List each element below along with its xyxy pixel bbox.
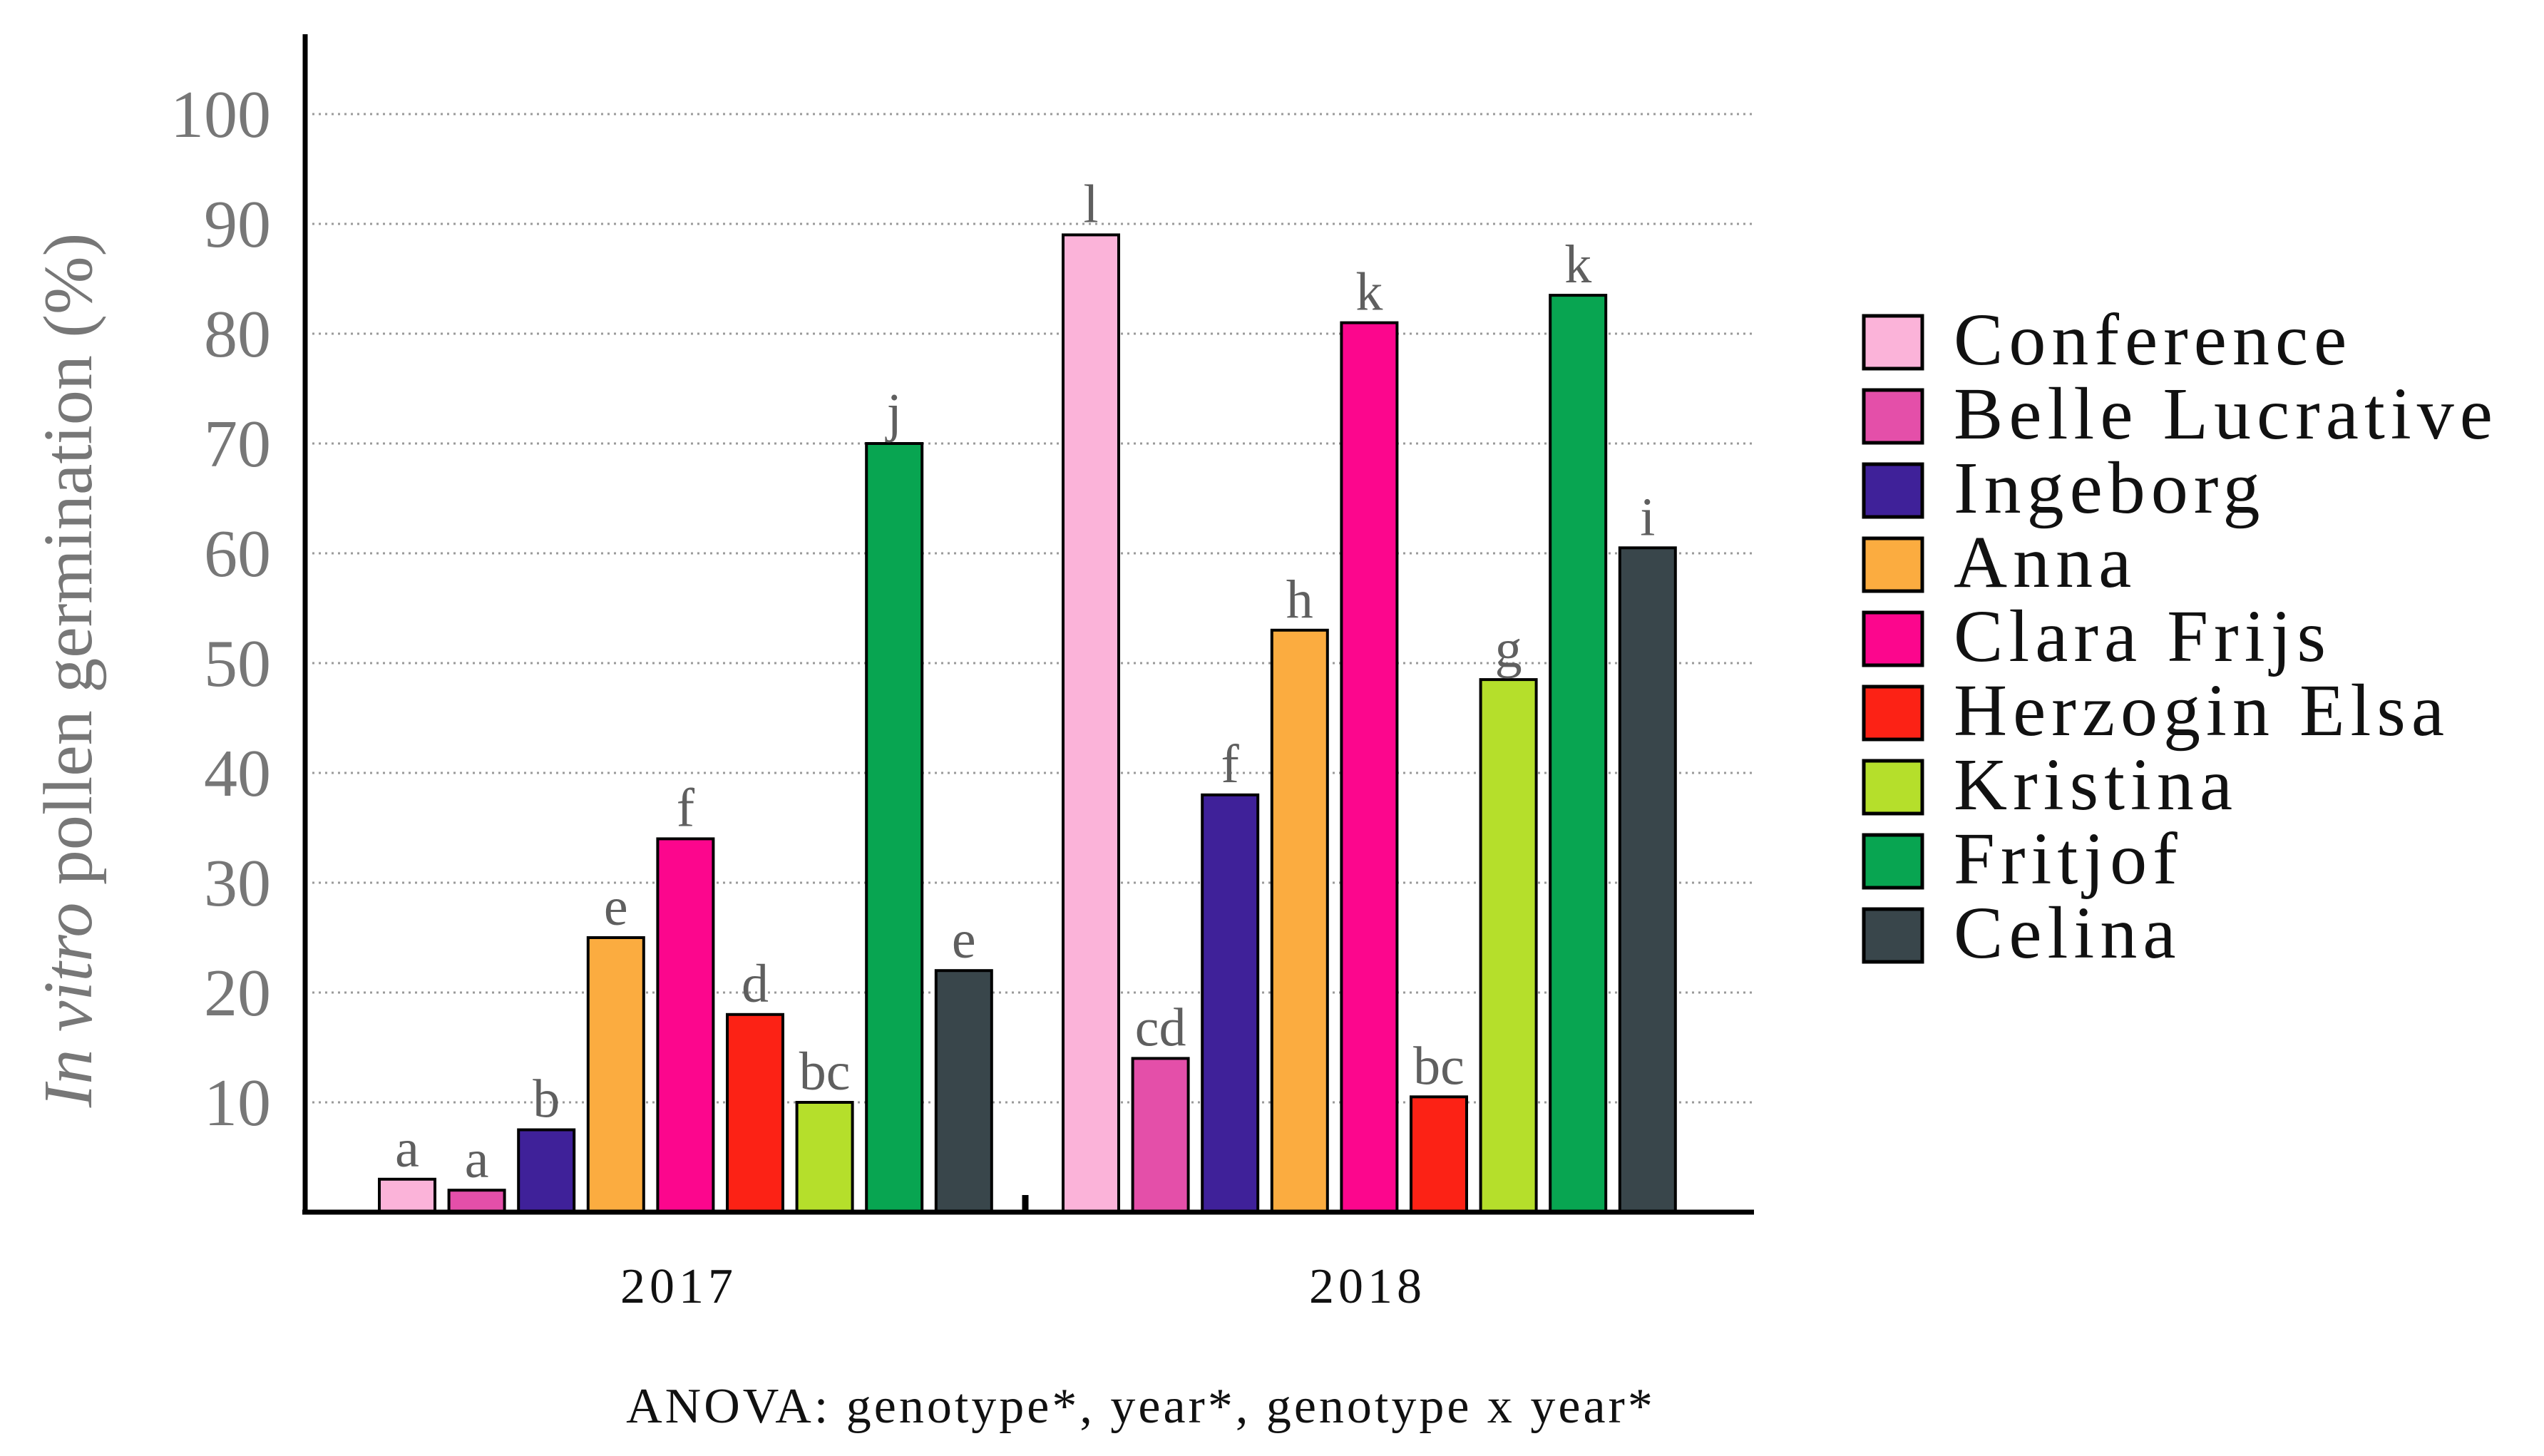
legend-label: Anna [1954,521,2137,603]
legend-swatch [1862,536,1924,593]
bar-celina-2017 [934,969,993,1214]
legend-label: Conference [1954,299,2352,381]
bar-conference-2017 [378,1177,436,1214]
bar-fritjof-2017 [865,442,924,1214]
bar-clara-frijs-2017 [656,837,715,1214]
legend-swatch [1862,314,1924,371]
x-tick-label: 2018 [1309,1259,1426,1314]
y-tick-label: 40 [204,737,271,811]
significance-label: d [742,954,769,1014]
legend-label: Herzogin Elsa [1954,670,2450,752]
y-tick-label: 30 [204,846,271,921]
bar-celina-2018 [1618,546,1677,1214]
y-tick-label: 70 [204,407,271,481]
significance-label: a [465,1129,489,1189]
gridlines [312,113,1754,1104]
significance-label: e [952,910,976,970]
significance-label: k [1564,235,1591,294]
bar-kristina-2018 [1479,678,1538,1214]
bar-anna-2017 [586,936,645,1214]
anova-note: ANOVA: genotype*, year*, genotype x year… [626,1379,1656,1434]
y-tick-label: 20 [204,956,271,1030]
legend-swatch [1862,685,1924,742]
legend-label: Belle Lucrative [1954,373,2498,455]
bar-clara-frijs-2018 [1340,321,1399,1214]
significance-label: e [604,877,628,937]
significance-label: l [1083,174,1098,234]
bar-kristina-2017 [795,1101,854,1214]
legend-swatch [1862,462,1924,519]
significance-label: cd [1135,998,1186,1057]
bar-fritjof-2018 [1549,294,1608,1214]
legend-label: Clara Frijs [1954,595,2332,677]
bar-herzogin-elsa-2017 [726,1012,784,1214]
significance-label: f [1221,734,1240,794]
legend-swatch [1862,388,1924,445]
y-tick-labels: 10 20 30 40 50 60 70 80 90 100 [170,78,271,1140]
significance-label: g [1495,619,1522,679]
bar-anna-2018 [1270,628,1329,1214]
bar-herzogin-elsa-2018 [1410,1095,1468,1214]
significance-label: i [1640,487,1655,547]
y-tick-label: 80 [204,297,271,371]
legend-swatch [1862,759,1924,816]
bar-conference-2018 [1062,233,1120,1214]
legend-label: Kristina [1954,744,2238,826]
significance-label: h [1286,570,1313,630]
significance-label: bc [799,1042,851,1102]
legend-label: Celina [1954,892,2181,974]
y-tick-label: 60 [204,517,271,591]
legend-swatch [1862,610,1924,667]
legend-label: Ingeborg [1954,447,2266,529]
significance-label: f [677,778,695,838]
legend-swatch [1862,907,1924,964]
significance-label: k [1355,262,1383,322]
significance-label: a [395,1119,419,1179]
category-labels: 2017 2018 [620,1259,1426,1314]
bar-belle-lucrative-2018 [1131,1057,1190,1214]
y-tick-label: 90 [204,188,271,262]
bar-ingeborg-2018 [1201,793,1260,1214]
legend-label: Fritjof [1954,818,2183,900]
bar-belle-lucrative-2017 [447,1189,506,1214]
legend-swatch [1862,833,1924,890]
y-tick-label: 100 [170,78,271,152]
significance-label: bc [1413,1036,1465,1096]
significance-label: b [533,1070,560,1129]
bar-ingeborg-2017 [517,1128,576,1214]
significance-label: j [885,383,902,443]
x-tick-label: 2017 [620,1259,737,1314]
y-tick-label: 50 [204,627,271,701]
y-tick-label: 10 [204,1066,271,1140]
bars [378,233,1677,1214]
y-axis-label: In vitro pollen germination (%) [30,233,107,1109]
